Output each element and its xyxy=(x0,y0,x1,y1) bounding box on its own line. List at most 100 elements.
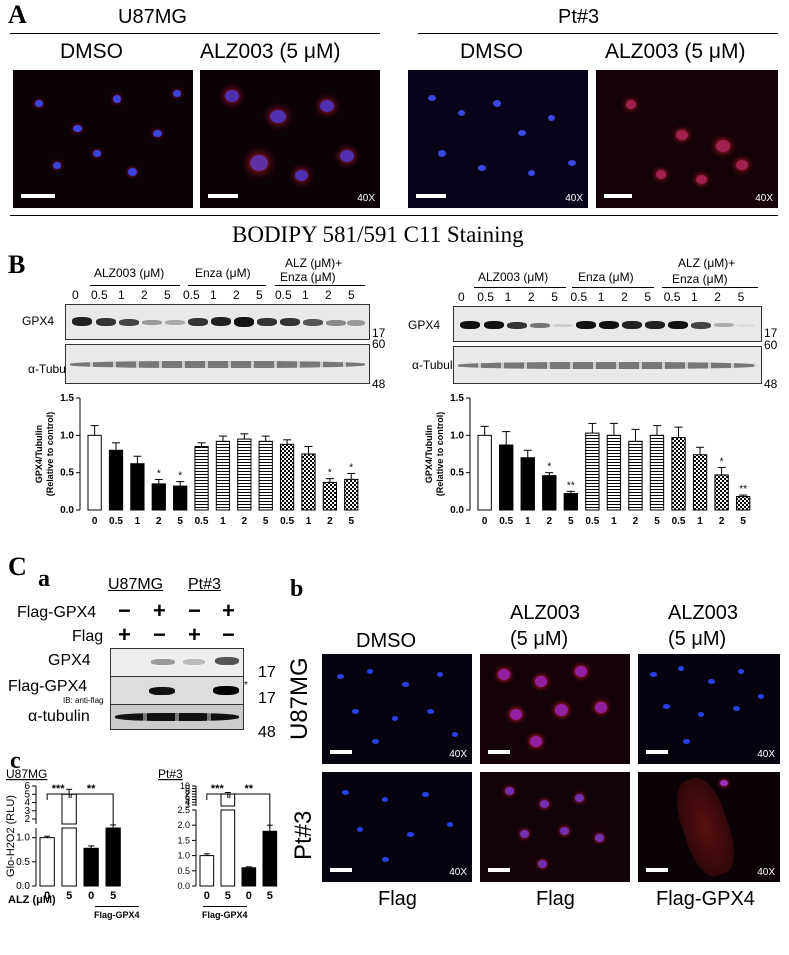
bar xyxy=(628,440,643,511)
x-tick-label: 2 xyxy=(156,516,162,527)
mw-marker: 48 xyxy=(258,724,276,741)
group-u87mg-title: U87MG xyxy=(118,6,187,28)
y-tick-label: 3 xyxy=(24,806,30,817)
lane-label: 0.5 xyxy=(91,288,108,302)
b-row-label: U87MG xyxy=(286,657,313,740)
group-pt3-title: Pt#3 xyxy=(558,6,600,28)
treatment-label: ALZ (μM)+ xyxy=(285,256,343,270)
scale-bar xyxy=(21,194,55,198)
y-tick-label: 1.0 xyxy=(16,833,30,844)
significance-mark: ** xyxy=(87,783,96,795)
magnification-label: 40X xyxy=(755,193,773,204)
x-tick-label: 5 xyxy=(110,890,116,902)
x-tick-label: 2 xyxy=(547,516,553,527)
panel-c-c-letter: c xyxy=(10,748,21,774)
y-tick-label: 2.0 xyxy=(177,820,190,830)
caption-divider xyxy=(10,215,778,216)
x-tick-label: 0 xyxy=(246,890,252,902)
bar xyxy=(61,827,77,887)
significance-mark: * xyxy=(178,471,182,482)
bar xyxy=(692,454,708,511)
lane-label: 5 xyxy=(256,288,263,302)
significance-mark: * xyxy=(720,456,724,467)
bodipy-caption: BODIPY 581/591 C11 Staining xyxy=(232,222,524,247)
sign: + xyxy=(222,598,235,623)
bar xyxy=(199,855,215,887)
y-tick-label: 0.0 xyxy=(177,881,190,891)
significance-mark: * xyxy=(547,462,551,473)
scale-bar xyxy=(646,750,668,754)
lane-label: 1 xyxy=(504,290,512,304)
lane-label: 0.5 xyxy=(183,288,200,302)
sign: + xyxy=(118,622,131,647)
scale-bar xyxy=(416,194,446,198)
y-tick-label: 0.0 xyxy=(16,881,30,892)
sign: − xyxy=(222,622,235,647)
y-tick-label: 1.5 xyxy=(450,393,464,404)
significance-mark: ** xyxy=(245,783,254,795)
bar xyxy=(279,443,295,511)
panel-a-letter: A xyxy=(8,0,27,29)
bar xyxy=(87,434,102,511)
lane-label: 0.5 xyxy=(570,290,588,304)
bar xyxy=(499,444,514,511)
lane-label: 2 xyxy=(714,290,721,304)
bar xyxy=(258,440,273,511)
treatment-label: Enza (μM) xyxy=(280,270,336,284)
bar xyxy=(241,867,257,887)
cell-line-label: U87MG xyxy=(108,576,164,593)
bar xyxy=(194,446,209,511)
flag-gpx4-blot-c xyxy=(110,676,244,706)
y-tick-label: 5 xyxy=(24,789,30,800)
significance-bracket xyxy=(70,793,114,838)
lane-label: 1 xyxy=(210,288,217,302)
sign: − xyxy=(118,598,131,623)
bar xyxy=(151,483,166,511)
y-tick-label: 3 xyxy=(185,800,190,810)
lane-label: 5 xyxy=(348,288,355,302)
b-col-label: DMSO xyxy=(356,630,416,652)
bar xyxy=(542,475,557,511)
lane-label: 0.5 xyxy=(663,290,681,304)
lane-label: 0 xyxy=(72,288,79,302)
chart-title: U87MG xyxy=(6,768,47,781)
significance-bracket xyxy=(229,793,271,828)
bar xyxy=(322,481,337,511)
bar xyxy=(108,449,124,511)
bar xyxy=(563,493,579,511)
y-axis-label: GPX4/Tubulin(Relative to control) xyxy=(34,412,55,497)
bar xyxy=(39,837,55,887)
lane-label: 1 xyxy=(691,290,698,304)
lane-label: 2 xyxy=(233,288,240,302)
b-bottom-label: Flag xyxy=(536,888,575,910)
row-label: Flag xyxy=(72,628,104,645)
scale-bar xyxy=(604,194,632,198)
col-label: ALZ003 (5 μM) xyxy=(200,40,341,63)
x-tick-label: 0.5 xyxy=(195,516,209,527)
nonspecific-star: * xyxy=(244,680,248,691)
y-tick-label: 0.0 xyxy=(450,505,464,516)
sign: − xyxy=(188,598,201,623)
bar xyxy=(649,434,665,511)
gpx4-blot-c xyxy=(110,648,244,678)
treatment-underline xyxy=(90,285,180,286)
y-tick-label: 0.5 xyxy=(16,857,30,868)
x-tick-label: 5 xyxy=(263,516,269,527)
sign: + xyxy=(188,622,201,647)
y-tick-label: 0.5 xyxy=(177,866,190,876)
significance-mark: ## xyxy=(243,855,256,867)
mw-marker: 17 xyxy=(372,326,386,340)
magnification-label: 40X xyxy=(565,193,583,204)
bar xyxy=(735,496,751,511)
lane-label: 5 xyxy=(644,290,652,304)
significance-mark: ** xyxy=(567,480,575,491)
x-tick-label: 2 xyxy=(327,516,333,527)
x-tick-label: 5 xyxy=(740,516,746,527)
bar xyxy=(173,485,188,511)
y-tick-label: 0.0 xyxy=(60,505,74,516)
underline xyxy=(95,906,139,907)
blot-row-label: Flag-GPX4 xyxy=(8,678,88,695)
bar xyxy=(520,457,535,511)
b-col-label: ALZ003 xyxy=(668,602,739,624)
